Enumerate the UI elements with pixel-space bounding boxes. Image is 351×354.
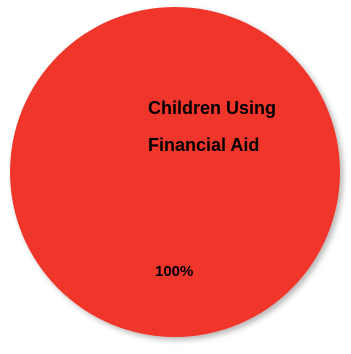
slice-label-line-2: Financial Aid bbox=[148, 135, 259, 155]
pie-slice bbox=[10, 7, 340, 337]
pie-slices bbox=[10, 7, 340, 337]
slice-label-line-1: Children Using bbox=[148, 98, 276, 118]
slice-value-label: 100% bbox=[155, 263, 193, 280]
